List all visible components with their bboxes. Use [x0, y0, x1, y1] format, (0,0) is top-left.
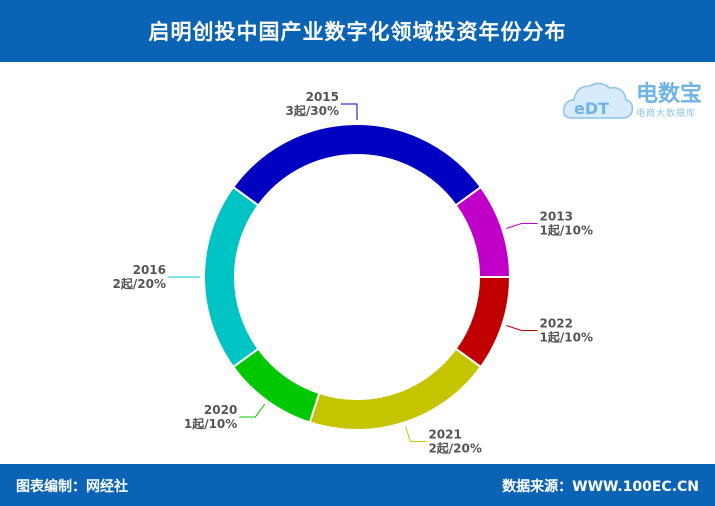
leader-line-2021: [405, 426, 427, 443]
footer-credit: 图表编制：网经社: [16, 479, 128, 495]
logo-mark: eDT: [574, 99, 609, 118]
slice-value-label: 2起/20%: [428, 441, 481, 456]
footer-source: 数据来源：WWW.100EC.CN: [502, 479, 699, 495]
slice-category-label: 2022: [540, 316, 573, 330]
leader-line-2022: [506, 325, 538, 331]
slice-value-label: 3起/30%: [286, 103, 339, 118]
donut-slice-2020: [231, 347, 321, 424]
donut-chart: 20131起/10%20221起/10%20212起/20%20201起/10%…: [113, 90, 593, 456]
cloud-logo-icon: eDT: [562, 82, 634, 119]
chart-area: 2013 1起/10% 2022 1起/10% 2021 2起/20% 2020 1起/10%…: [0, 62, 715, 464]
donut-slice-2021: [308, 347, 483, 431]
slice-category-label: 2021: [428, 428, 461, 442]
logo: eDT 电数宝 电商大数据库: [560, 70, 710, 130]
leader-line-2015: [341, 103, 358, 120]
chart-title: 启明创投中国产业数字化领域投资年份分布: [148, 20, 567, 44]
slice-value-label: 2起/20%: [113, 276, 166, 291]
slice-category-label: 2020: [204, 403, 237, 417]
leader-line-2020: [239, 403, 266, 418]
slice-value-label: 1起/10%: [184, 416, 237, 431]
donut-slice-2015: [231, 123, 483, 207]
logo-subtitle: 电商大数据库: [636, 109, 697, 119]
slice-category-label: 2015: [306, 90, 339, 104]
slice-category-label: 2013: [540, 210, 573, 224]
slice-value-label: 1起/10%: [540, 329, 593, 344]
logo-name: 电数宝: [636, 82, 703, 107]
slice-category-label: 2016: [133, 263, 166, 277]
chart-footer: 图表编制：网经社 数据来源：WWW.100EC.CN: [0, 464, 715, 506]
donut-slice-2016: [203, 185, 260, 369]
slice-value-label: 1起/10%: [540, 223, 593, 238]
chart-header: 启明创投中国产业数字化领域投资年份分布: [0, 0, 715, 62]
leader-line-2013: [506, 223, 538, 229]
